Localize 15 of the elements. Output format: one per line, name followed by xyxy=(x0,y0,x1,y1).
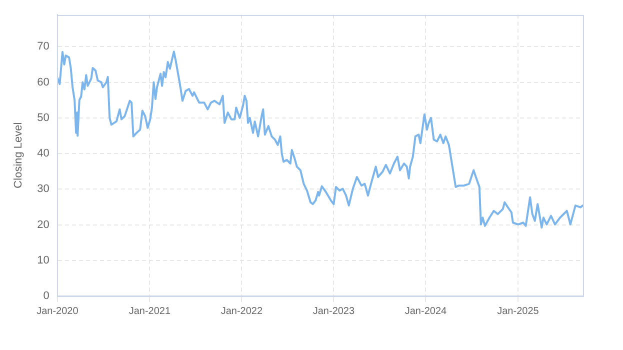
x-tick-label: Jan-2022 xyxy=(220,306,263,317)
y-tick-label: 70 xyxy=(37,40,50,53)
x-tick-label: Jan-2023 xyxy=(312,306,355,317)
x-tick-label: Jan-2020 xyxy=(36,306,79,317)
y-tick-label: 60 xyxy=(37,76,50,88)
y-tick-label: 0 xyxy=(43,290,50,302)
x-tick-label: Jan-2021 xyxy=(128,306,171,317)
x-tick-label: Jan-2024 xyxy=(404,306,447,317)
x-tick-label: Jan-2025 xyxy=(497,306,540,317)
y-tick-label: 50 xyxy=(37,112,50,124)
y-tick-label: 10 xyxy=(37,254,50,266)
y-tick-label: 20 xyxy=(37,218,50,231)
y-tick-label: 30 xyxy=(37,183,50,196)
y-tick-label: 40 xyxy=(37,148,50,160)
y-axis-title: Closing Level xyxy=(12,122,25,188)
